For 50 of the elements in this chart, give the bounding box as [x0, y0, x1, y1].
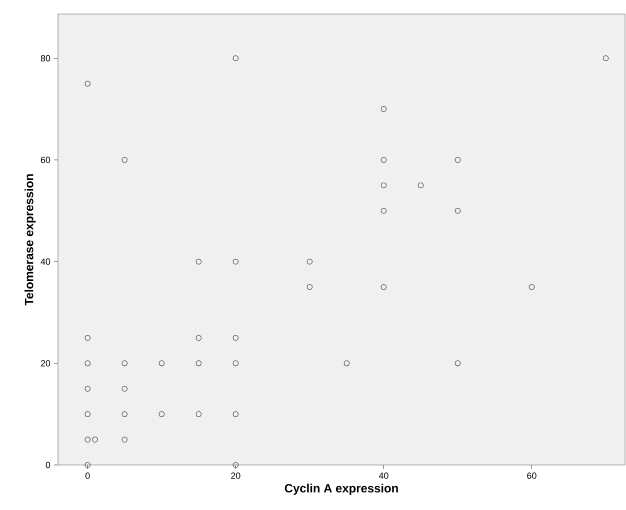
- point: [454, 208, 461, 214]
- point: [454, 157, 461, 163]
- x-tick-label: 60: [527, 472, 536, 479]
- point: [122, 157, 128, 163]
- point: [196, 360, 202, 366]
- point: [380, 182, 387, 188]
- point: [380, 157, 387, 163]
- point: [232, 55, 239, 62]
- point: [306, 284, 313, 290]
- point: [196, 334, 202, 341]
- point: [380, 208, 387, 214]
- point: [344, 360, 350, 366]
- point: [84, 360, 90, 366]
- point: [418, 182, 424, 188]
- x-tick-label: 0: [85, 472, 90, 479]
- point: [232, 411, 239, 418]
- point: [232, 334, 239, 341]
- y-tick-label: 60: [40, 156, 50, 164]
- y-tick-label: 20: [40, 360, 50, 366]
- x-tick-label: 40: [378, 472, 388, 479]
- x-tick-label: 20: [231, 472, 240, 479]
- point: [196, 411, 202, 418]
- point: [84, 462, 90, 468]
- point: [528, 284, 535, 290]
- point: [92, 436, 98, 442]
- point: [84, 411, 90, 418]
- point: [158, 360, 165, 366]
- point: [122, 436, 128, 442]
- point: [122, 360, 128, 366]
- point: [602, 55, 609, 62]
- point: [158, 411, 165, 418]
- point: [84, 436, 90, 442]
- point: [84, 386, 90, 392]
- point: [380, 284, 387, 290]
- point: [380, 106, 387, 112]
- point: [306, 258, 313, 265]
- point: [454, 360, 461, 366]
- point: [196, 258, 202, 265]
- x-axis-title: Cyclin A expression: [284, 484, 398, 495]
- y-tick-label: 80: [40, 55, 50, 62]
- y-tick-label: 0: [46, 462, 50, 468]
- point: [122, 386, 128, 392]
- point: [232, 360, 239, 366]
- point: [232, 258, 239, 265]
- y-tick-label: 40: [40, 258, 50, 265]
- point: [122, 411, 128, 418]
- point: [84, 334, 90, 341]
- point: [84, 80, 90, 87]
- point: [232, 462, 239, 468]
- y-axis-title: Telomerase expression: [24, 174, 36, 306]
